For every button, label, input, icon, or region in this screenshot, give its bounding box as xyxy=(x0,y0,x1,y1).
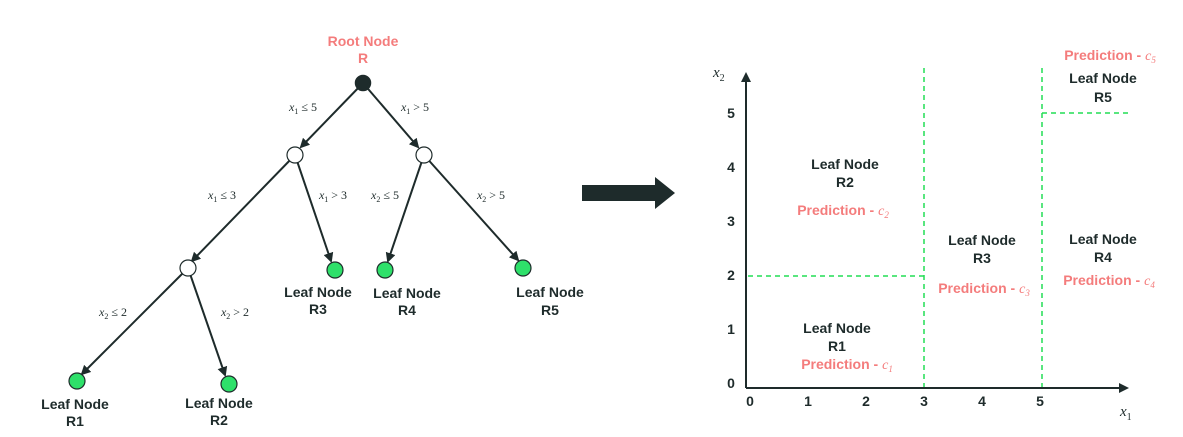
feature-space-partition: x2 x1 0 1 2 3 4 5 0 1 2 3 4 5 Leaf Node … xyxy=(712,47,1156,423)
x-axis-label: x1 xyxy=(1119,404,1132,423)
edge-split1-to-split3 xyxy=(190,154,296,263)
edge-root-to-split2 xyxy=(362,82,420,149)
leaf-r5-title: Leaf Node xyxy=(516,284,584,300)
leaf-node-r1 xyxy=(68,372,86,390)
region-r1-prediction: Prediction - c1 xyxy=(801,356,893,374)
region-r4-name: R4 xyxy=(1094,249,1112,265)
condition-split3-right: x2 > 2 xyxy=(220,305,249,321)
y-tick-label: 5 xyxy=(727,105,735,121)
leaf-r1-name: R1 xyxy=(66,413,84,429)
edge-split3-to-r1 xyxy=(80,267,189,376)
condition-split3-left: x2 ≤ 2 xyxy=(98,305,127,321)
edge-split2-to-r4 xyxy=(385,154,425,263)
condition-split2-left: x2 ≤ 5 xyxy=(370,188,399,204)
root-node-title: Root Node xyxy=(328,33,399,49)
leaf-node-r5 xyxy=(514,259,532,277)
region-r5-prediction: Prediction - c5 xyxy=(1064,47,1156,65)
y-tick-label: 2 xyxy=(727,267,735,283)
x-tick-label: 1 xyxy=(804,393,812,409)
region-r2-name: R2 xyxy=(836,174,854,190)
x-tick-label: 3 xyxy=(920,393,928,409)
split-node-x1-le-5 xyxy=(286,146,304,164)
x-tick-label: 5 xyxy=(1036,393,1044,409)
region-r4-prediction: Prediction - c4 xyxy=(1063,272,1155,290)
x-tick-label: 0 xyxy=(746,393,754,409)
leaf-r3-title: Leaf Node xyxy=(284,284,352,300)
edge-split1-to-r3 xyxy=(294,154,334,263)
leaf-r2-name: R2 xyxy=(210,412,228,428)
y-tick-label: 4 xyxy=(727,159,735,175)
condition-root-left: x1 ≤ 5 xyxy=(288,100,317,116)
split-node-x1-gt-5 xyxy=(415,146,433,164)
edge-split3-to-r2 xyxy=(187,267,228,377)
region-r5-name: R5 xyxy=(1094,89,1112,105)
decision-tree: Root Node R x1 ≤ 5 x1 > 5 x1 ≤ 3 x1 > 3 … xyxy=(41,33,584,429)
right-arrow-icon xyxy=(582,177,675,209)
leaf-r4-name: R4 xyxy=(398,302,416,318)
leaf-r3-name: R3 xyxy=(309,301,327,317)
x-tick-label: 2 xyxy=(862,393,870,409)
condition-root-right: x1 > 5 xyxy=(400,100,429,116)
root-node xyxy=(354,74,372,92)
x-tick-label: 4 xyxy=(978,393,986,409)
split-node-x1-le-3 xyxy=(179,259,197,277)
region-r5-title: Leaf Node xyxy=(1069,70,1137,86)
region-r3-title: Leaf Node xyxy=(948,232,1016,248)
leaf-r5-name: R5 xyxy=(541,302,559,318)
y-axis-label: x2 xyxy=(712,65,725,84)
region-r2-title: Leaf Node xyxy=(811,156,879,172)
y-tick-label: 1 xyxy=(727,321,735,337)
leaf-node-r2 xyxy=(220,375,238,393)
region-r1-title: Leaf Node xyxy=(803,320,871,336)
condition-split1-right: x1 > 3 xyxy=(318,188,347,204)
region-r1-name: R1 xyxy=(828,338,846,354)
leaf-r2-title: Leaf Node xyxy=(185,395,253,411)
y-tick-label: 3 xyxy=(727,213,735,229)
region-r3-prediction: Prediction - c3 xyxy=(938,280,1030,298)
leaf-node-r4 xyxy=(376,261,394,279)
edge-root-to-split1 xyxy=(299,82,364,149)
region-r4-title: Leaf Node xyxy=(1069,231,1137,247)
region-r3-name: R3 xyxy=(973,250,991,266)
leaf-node-r3 xyxy=(326,261,344,279)
edge-split2-to-r5 xyxy=(423,154,520,262)
condition-split1-left: x1 ≤ 3 xyxy=(207,188,236,204)
condition-split2-right: x2 > 5 xyxy=(476,188,505,204)
leaf-r4-title: Leaf Node xyxy=(373,285,441,301)
region-r2-prediction: Prediction - c2 xyxy=(797,202,889,220)
root-node-name: R xyxy=(358,50,368,66)
leaf-r1-title: Leaf Node xyxy=(41,396,109,412)
y-tick-label: 0 xyxy=(727,375,735,391)
